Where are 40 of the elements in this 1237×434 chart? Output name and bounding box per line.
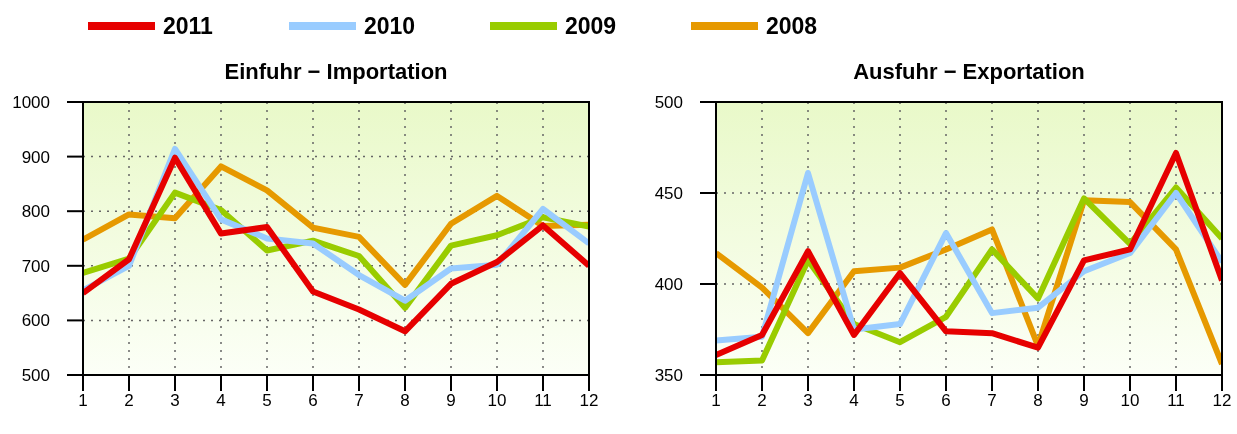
y-tick-label: 800 (21, 202, 50, 222)
x-tick-label: 8 (1033, 391, 1043, 411)
x-tick-label: 1 (711, 391, 721, 411)
x-tick-label: 7 (987, 391, 997, 411)
x-tick-label: 11 (534, 391, 552, 411)
x-tick-label: 5 (895, 391, 905, 411)
x-tick-label: 8 (400, 391, 410, 411)
legend-label: 2011 (163, 13, 213, 39)
legend-label: 2008 (766, 13, 818, 39)
x-tick-label: 6 (941, 391, 951, 411)
y-tick-label: 900 (21, 147, 50, 167)
x-tick-label: 12 (579, 391, 599, 411)
x-tick-label: 3 (170, 391, 180, 411)
y-tick-label: 400 (654, 275, 683, 295)
chart-title: Einfuhr − Importation (223, 59, 449, 85)
x-tick-label: 9 (446, 391, 456, 411)
y-tick-label: 700 (21, 256, 50, 276)
x-tick-label: 2 (757, 391, 767, 411)
x-tick-label: 1 (78, 391, 88, 411)
x-tick-label: 6 (308, 391, 318, 411)
y-tick-label: 450 (654, 184, 683, 204)
chart-title: Ausfuhr − Exportation (852, 59, 1086, 85)
y-tick-label: 1000 (12, 93, 50, 113)
x-tick-label: 5 (262, 391, 272, 411)
x-tick-label: 7 (354, 391, 364, 411)
y-tick-label: 500 (654, 93, 683, 113)
y-tick-label: 500 (21, 366, 50, 386)
y-tick-label: 600 (21, 311, 50, 331)
legend-label: 2009 (565, 13, 617, 39)
x-tick-label: 4 (849, 391, 859, 411)
x-tick-label: 9 (1079, 391, 1089, 411)
x-tick-label: 4 (216, 391, 226, 411)
x-tick-label: 10 (487, 391, 507, 411)
x-tick-label: 3 (803, 391, 813, 411)
y-tick-label: 350 (654, 366, 683, 386)
x-tick-label: 12 (1212, 391, 1232, 411)
x-tick-label: 2 (124, 391, 134, 411)
x-tick-label: 11 (1167, 391, 1185, 411)
legend-label: 2010 (364, 13, 416, 39)
x-tick-label: 10 (1120, 391, 1140, 411)
